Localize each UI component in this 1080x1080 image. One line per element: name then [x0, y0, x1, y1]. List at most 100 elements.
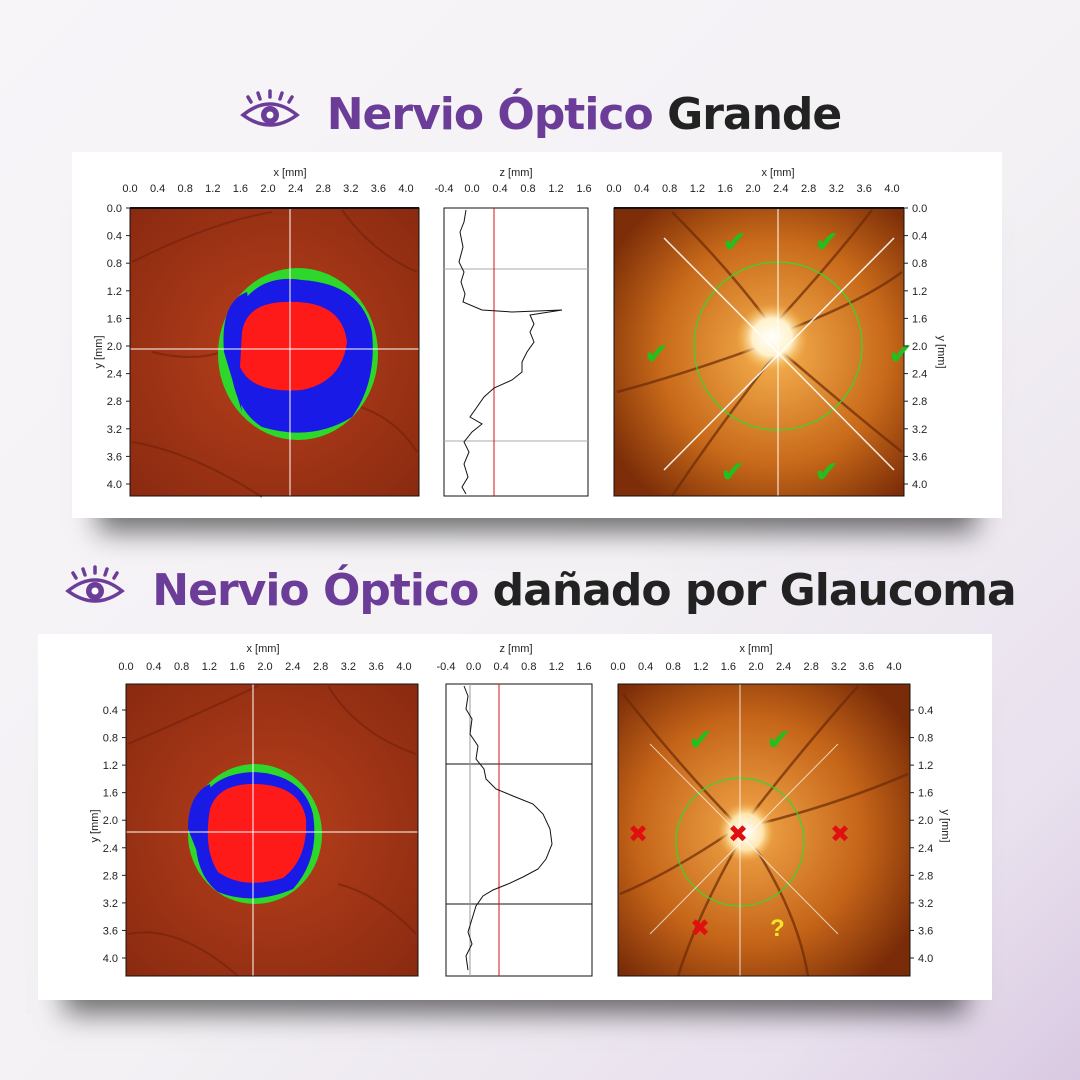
- y-tick-label-right: 3.6: [912, 451, 927, 463]
- y-tick-label-left: 0.4: [103, 705, 118, 717]
- x-tick-label: 3.6: [859, 661, 874, 673]
- y-tick-label-right: 0.8: [918, 733, 933, 745]
- y-tick-label-left: 3.6: [107, 451, 122, 463]
- x-axis-label: x [mm]: [740, 643, 773, 655]
- section-title: Nervio Óptico dañado por Glaucoma: [0, 558, 1080, 622]
- markers: ✔ ✔ ✔ ✔ ✔ ✔: [644, 226, 913, 489]
- x-tick-label: 4.0: [886, 661, 901, 673]
- x-tick-label: 3.2: [343, 183, 358, 195]
- y-tick-label-left: 2.8: [107, 396, 122, 408]
- x-tick-label: 0.0: [122, 183, 137, 195]
- y-tick-label-right: 3.6: [918, 925, 933, 937]
- y-tick-label-right: 2.8: [918, 870, 933, 882]
- y-tick-label-left: 3.6: [103, 925, 118, 937]
- z-tick-label: 1.2: [548, 183, 563, 195]
- z-tick-label: 1.2: [549, 661, 564, 673]
- x-tick-label: 2.0: [260, 183, 275, 195]
- y-tick-label-right: 2.0: [912, 341, 927, 353]
- x-tick-label: 2.8: [801, 183, 816, 195]
- z-tick-label: 1.6: [576, 661, 591, 673]
- check-icon: ✔: [814, 456, 839, 489]
- y-tick-label-left: 1.6: [107, 313, 122, 325]
- x-tick-label: 2.4: [285, 661, 300, 673]
- x-tick-label: 0.4: [638, 661, 653, 673]
- y-tick-label-right: 3.2: [912, 424, 927, 436]
- y-tick-label-right: 2.8: [912, 396, 927, 408]
- x-tick-label: 3.6: [369, 661, 384, 673]
- title-highlight: Nervio Óptico: [152, 564, 479, 616]
- y-tick-label-left: 1.2: [103, 760, 118, 772]
- y-tick-label-left: 4.0: [107, 479, 122, 491]
- z-tick-label: 0.8: [521, 661, 536, 673]
- y-tick-label-left: 0.0: [107, 203, 122, 215]
- y-tick-label-left: 2.0: [107, 341, 122, 353]
- z-tick-label: 0.0: [466, 661, 481, 673]
- x-tick-label: 0.8: [174, 661, 189, 673]
- title-rest: dañado por Glaucoma: [492, 564, 1017, 616]
- y-tick-label-left: 2.0: [103, 815, 118, 827]
- fundus-image: [614, 208, 904, 497]
- y-tick-label-left: 1.2: [107, 286, 122, 298]
- x-tick-label: 2.4: [288, 183, 303, 195]
- y-tick-label-right: 0.8: [912, 258, 927, 270]
- y-tick-label-left: 3.2: [107, 424, 122, 436]
- z-tick-label: 0.8: [520, 183, 535, 195]
- check-icon: ✔: [720, 456, 745, 489]
- y-axis-label: y [mm]: [89, 810, 101, 843]
- y-tick-label-left: 0.8: [107, 258, 122, 270]
- depth-profile-plot: [443, 207, 589, 497]
- section-title: Nervio Óptico Grande: [0, 82, 1080, 146]
- x-tick-label: 1.2: [693, 661, 708, 673]
- x-tick-label: 3.6: [857, 183, 872, 195]
- check-icon: ✔: [722, 226, 747, 259]
- x-tick-label: 2.8: [804, 661, 819, 673]
- x-tick-label: 2.4: [776, 661, 791, 673]
- x-tick-label: 3.2: [831, 661, 846, 673]
- markers: ✔ ✔ ✖ ✖ ✖ ✖ ?: [628, 724, 850, 942]
- x-axis-label: x [mm]: [762, 167, 795, 179]
- depth-map-image: [126, 684, 418, 977]
- y-tick-label-left: 2.4: [107, 369, 122, 381]
- y-tick-label-right: 1.6: [918, 788, 933, 800]
- figure-panel-glaucoma: ✔ ✔ ✖ ✖ ✖ ✖ ? x [mm] 0.0 0.4 0.8 1.2 1.6 2.0 2.…: [38, 634, 992, 1000]
- x-tick-label: 1.2: [202, 661, 217, 673]
- warning-icon: ?: [770, 915, 785, 942]
- x-tick-label: 3.6: [371, 183, 386, 195]
- x-tick-label: 2.0: [745, 183, 760, 195]
- y-tick-label-right: 1.6: [912, 313, 927, 325]
- y-tick-label-right: 2.4: [912, 369, 927, 381]
- depth-profile-plot: [445, 683, 593, 977]
- check-icon: ✔: [766, 724, 791, 757]
- x-tick-label: 4.0: [884, 183, 899, 195]
- z-axis-label: z [mm]: [500, 643, 533, 655]
- y-tick-label-left: 1.6: [103, 788, 118, 800]
- y-tick-label-right: 3.2: [918, 898, 933, 910]
- x-tick-label: 0.4: [634, 183, 649, 195]
- y-tick-label-right: 0.4: [912, 231, 927, 243]
- cross-icon: ✖: [728, 821, 748, 848]
- x-tick-label: 4.0: [396, 661, 411, 673]
- title-rest: Grande: [667, 88, 842, 140]
- z-axis-label: z [mm]: [500, 167, 533, 179]
- x-tick-label: 0.0: [610, 661, 625, 673]
- x-tick-label: 2.8: [313, 661, 328, 673]
- z-tick-label: 0.4: [492, 183, 507, 195]
- check-icon: ✔: [688, 724, 713, 757]
- x-tick-label: 0.0: [118, 661, 133, 673]
- x-tick-label: 1.2: [690, 183, 705, 195]
- check-icon: ✔: [644, 338, 669, 371]
- y-tick-label-right: 0.0: [912, 203, 927, 215]
- y-tick-label-left: 2.8: [103, 870, 118, 882]
- cross-icon: ✖: [628, 821, 648, 848]
- y-tick-label-left: 0.8: [103, 733, 118, 745]
- x-axis-label: x [mm]: [274, 167, 307, 179]
- y-tick-label-left: 2.4: [103, 843, 118, 855]
- z-tick-label: -0.4: [435, 183, 454, 195]
- z-tick-label: 0.0: [464, 183, 479, 195]
- y-tick-label-left: 3.2: [103, 898, 118, 910]
- x-tick-label: 0.8: [662, 183, 677, 195]
- z-tick-label: 1.6: [576, 183, 591, 195]
- y-axis-label: y [mm]: [939, 810, 951, 843]
- x-tick-label: 3.2: [829, 183, 844, 195]
- y-axis-label: y [mm]: [935, 336, 947, 369]
